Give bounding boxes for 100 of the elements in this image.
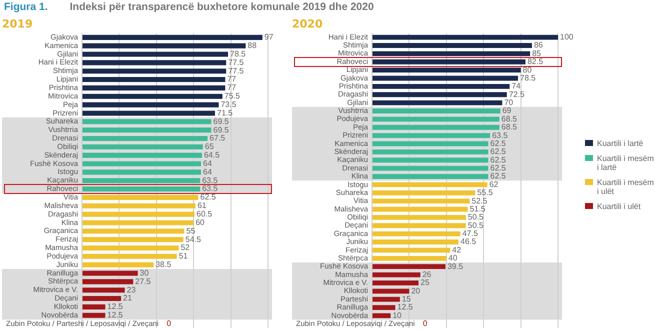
data-label: 88	[248, 41, 258, 50]
data-label: 74	[512, 82, 522, 91]
bar	[82, 144, 203, 150]
data-label: 55.5	[477, 188, 494, 198]
bar	[82, 161, 202, 166]
data-label: 27.5	[135, 276, 152, 286]
bar	[372, 305, 396, 310]
bar	[372, 166, 488, 171]
bar	[372, 116, 500, 122]
bar	[82, 77, 226, 82]
data-label: 62.5	[200, 192, 216, 202]
data-label: 77	[227, 83, 237, 92]
bar	[372, 92, 507, 98]
data-label: 47.5	[462, 229, 478, 238]
data-label: 86	[534, 40, 544, 50]
legend-label: Kuartili i ulët	[597, 202, 641, 211]
data-label: 10	[392, 310, 402, 320]
data-label: 65	[204, 142, 214, 152]
bar	[372, 100, 502, 106]
bar	[372, 313, 391, 318]
bar	[372, 76, 518, 81]
data-label: 62.5	[490, 147, 506, 156]
data-label: 64	[203, 167, 212, 176]
data-label: 63.5	[202, 176, 218, 185]
bar	[372, 256, 446, 261]
bar	[82, 34, 262, 40]
bar	[82, 102, 219, 108]
data-label: 50.5	[468, 220, 484, 230]
data-label: 60.5	[196, 209, 213, 218]
data-label: 62	[489, 180, 499, 189]
chart-title: Indeksi për transparencë buxhetore komunale 2019 dhe 2020	[70, 1, 374, 13]
data-label: 52.5	[472, 196, 488, 206]
bar	[372, 124, 500, 130]
data-label: 12.5	[397, 302, 414, 312]
bar	[82, 43, 246, 48]
data-label: 21	[123, 294, 133, 303]
bar	[372, 174, 488, 179]
data-label: 77.5	[228, 58, 244, 67]
bar	[82, 52, 228, 57]
data-label: 54.5	[185, 234, 202, 244]
data-label: 85	[532, 48, 542, 58]
bar	[82, 85, 226, 90]
bar	[82, 270, 138, 276]
data-label: 78.5	[520, 73, 536, 82]
bar	[372, 141, 488, 146]
data-label: 68.5	[501, 114, 518, 124]
bar	[82, 212, 195, 217]
bar	[372, 280, 418, 286]
bar	[82, 119, 212, 124]
bar	[82, 94, 222, 99]
data-label: 97	[264, 32, 274, 42]
bar	[372, 214, 466, 220]
data-label: 100	[560, 32, 574, 42]
data-label: 77	[227, 74, 237, 84]
data-label: 15	[402, 294, 412, 304]
data-label: 69.5	[213, 125, 230, 134]
bar	[372, 108, 500, 114]
bar	[82, 178, 200, 184]
data-label: 62.5	[490, 172, 506, 181]
text: Figura 1.	[4, 1, 48, 13]
data-label: 69	[502, 106, 512, 116]
data-label: 78.5	[230, 49, 246, 58]
bar	[372, 240, 458, 244]
bar	[372, 68, 521, 73]
bar	[82, 245, 179, 251]
bar	[372, 264, 446, 270]
data-label: 55	[186, 226, 196, 236]
data-label: 20	[411, 286, 421, 296]
bar	[82, 128, 212, 133]
annotation: 0	[422, 319, 428, 328]
data-label: 38.5	[156, 260, 172, 270]
data-label: 70	[504, 98, 514, 108]
data-label: 60	[196, 218, 206, 227]
bar	[82, 304, 106, 310]
data-label: 42	[452, 245, 462, 254]
bar	[82, 288, 125, 293]
data-label: 72.5	[508, 90, 525, 99]
bar	[372, 158, 488, 163]
bar	[372, 272, 420, 278]
bar	[372, 43, 532, 48]
bar	[82, 60, 226, 66]
data-label: 69.5	[213, 116, 230, 126]
bar	[82, 228, 184, 234]
data-label: 63.5	[202, 184, 218, 194]
bar	[82, 296, 122, 302]
data-label: 64	[203, 158, 212, 168]
data-label: 46.5	[460, 237, 477, 246]
bar	[82, 170, 202, 175]
bar	[372, 149, 488, 154]
bar	[82, 254, 177, 259]
annotation: 0	[166, 318, 172, 328]
bar	[372, 51, 530, 56]
bar	[82, 312, 106, 318]
bar	[82, 220, 194, 226]
bar	[372, 34, 558, 40]
data-label: 23	[126, 285, 136, 294]
data-label: 52	[180, 243, 190, 252]
data-label: 73.5	[220, 100, 237, 109]
bar	[82, 68, 226, 74]
data-label: 50.5	[468, 212, 484, 222]
